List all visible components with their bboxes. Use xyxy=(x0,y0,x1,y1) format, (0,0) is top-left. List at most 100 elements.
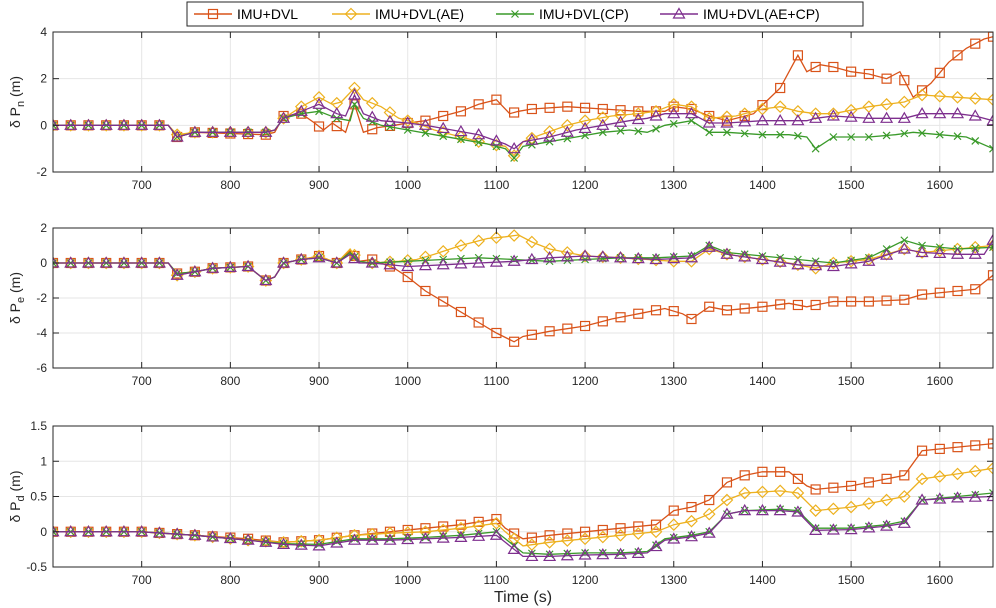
marker-imu-dvl xyxy=(775,466,786,477)
marker-imu-dvl-ae-cp xyxy=(915,106,929,119)
marker-imu-dvl-ae xyxy=(241,533,255,547)
marker-imu-dvl-ae xyxy=(933,470,947,483)
marker-imu-dvl-ae-cp xyxy=(880,111,894,123)
marker-imu-dvl xyxy=(686,313,697,325)
marker-imu-dvl-ae-cp xyxy=(933,246,947,258)
x-tick-label: 1100 xyxy=(483,178,509,192)
marker-imu-dvl xyxy=(881,473,892,484)
marker-imu-dvl-ae xyxy=(383,255,397,269)
marker-imu-dvl-ae xyxy=(135,256,149,270)
x-tick-label: 1200 xyxy=(572,573,599,587)
marker-imu-dvl xyxy=(491,327,502,339)
marker-imu-dvl-ae xyxy=(702,111,716,125)
marker-imu-dvl-ae xyxy=(294,100,308,114)
marker-imu-dvl-ae-cp xyxy=(933,106,947,119)
marker-imu-dvl-ae-cp xyxy=(206,530,220,542)
marker-imu-dvl xyxy=(952,442,963,453)
marker-imu-dvl-cp xyxy=(510,154,519,162)
marker-imu-dvl-ae-cp xyxy=(472,529,486,541)
marker-imu-dvl-ae xyxy=(773,484,787,498)
marker-imu-dvl-ae-cp xyxy=(950,491,965,503)
marker-imu-dvl-ae xyxy=(135,118,149,132)
marker-imu-dvl-ae-cp xyxy=(489,255,503,267)
marker-imu-dvl-ae-cp xyxy=(472,127,486,140)
marker-imu-dvl-ae-cp xyxy=(418,258,432,271)
marker-imu-dvl-ae-cp xyxy=(543,549,557,562)
y-tick-label: 1.5 xyxy=(30,419,47,433)
marker-imu-dvl-ae-cp xyxy=(99,256,113,268)
marker-imu-dvl-ae xyxy=(365,256,379,270)
marker-imu-dvl-ae xyxy=(241,260,255,273)
marker-imu-dvl-ae-cp xyxy=(81,525,96,537)
marker-imu-dvl xyxy=(367,124,378,135)
marker-imu-dvl-ae xyxy=(897,242,911,256)
marker-imu-dvl-ae xyxy=(135,525,149,539)
marker-imu-dvl xyxy=(828,482,839,493)
marker-imu-dvl-ae-cp xyxy=(897,516,911,528)
x-tick-label: 1600 xyxy=(926,374,953,388)
marker-imu-dvl-ae-cp xyxy=(312,97,326,109)
legend-marker-imu-dvl-ae xyxy=(344,7,358,21)
marker-imu-dvl-ae-cp xyxy=(596,547,610,560)
x-tick-label: 1000 xyxy=(394,374,421,388)
marker-imu-dvl-ae-cp xyxy=(844,110,858,122)
legend-label-imu-dvl-cp: IMU+DVL(CP) xyxy=(539,6,629,22)
marker-imu-dvl-ae-cp xyxy=(543,251,557,263)
marker-imu-dvl-cp xyxy=(598,128,607,137)
marker-imu-dvl-ae-cp xyxy=(968,247,982,259)
marker-imu-dvl-ae xyxy=(720,110,734,124)
marker-imu-dvl-ae xyxy=(756,253,769,266)
marker-imu-dvl-ae xyxy=(968,240,982,254)
marker-imu-dvl-ae-cp xyxy=(809,111,823,123)
marker-imu-dvl xyxy=(615,523,626,534)
marker-imu-dvl-ae-cp xyxy=(525,133,539,145)
marker-imu-dvl xyxy=(633,521,644,532)
marker-imu-dvl-ae-cp xyxy=(330,256,344,268)
marker-imu-dvl xyxy=(544,102,555,113)
marker-imu-dvl xyxy=(633,308,644,319)
marker-imu-dvl xyxy=(420,285,431,297)
marker-imu-dvl-ae xyxy=(596,111,610,124)
marker-imu-dvl-cp xyxy=(882,131,891,140)
marker-imu-dvl-ae-cp xyxy=(401,532,415,545)
marker-imu-dvl-ae-cp xyxy=(365,533,379,545)
marker-imu-dvl-ae-cp xyxy=(773,255,787,267)
marker-imu-dvl-ae-cp xyxy=(81,118,96,130)
marker-imu-dvl xyxy=(934,67,945,78)
series-line-imu-dvl-ae-cp xyxy=(53,495,993,558)
marker-imu-dvl xyxy=(828,296,839,307)
x-tick-label: 1100 xyxy=(483,374,509,388)
marker-imu-dvl-ae-cp xyxy=(347,251,362,264)
marker-imu-dvl-ae-cp xyxy=(720,247,734,259)
marker-imu-dvl xyxy=(970,284,981,295)
marker-imu-dvl-ae-cp xyxy=(294,104,308,116)
marker-imu-dvl-ae-cp xyxy=(53,525,60,537)
marker-imu-dvl-ae xyxy=(170,527,184,541)
marker-imu-dvl-ae-cp xyxy=(720,116,734,128)
panel-n: 700 800 900 1000 1100 1200 1300 1400 1500 1600 -2 0… xyxy=(7,25,994,192)
marker-imu-dvl-ae xyxy=(968,464,982,478)
marker-imu-dvl-ae-cp xyxy=(844,257,858,269)
marker-imu-dvl-ae-cp xyxy=(525,252,539,265)
marker-imu-dvl-ae-cp xyxy=(294,538,308,550)
marker-imu-dvl-ae-cp xyxy=(950,247,965,259)
marker-imu-dvl xyxy=(739,470,750,481)
marker-imu-dvl-ae xyxy=(436,125,450,139)
marker-imu-dvl-cp xyxy=(687,116,696,125)
marker-imu-dvl-ae xyxy=(649,525,663,539)
marker-imu-dvl-ae-cp xyxy=(117,525,131,537)
marker-imu-dvl xyxy=(331,121,342,132)
marker-imu-dvl xyxy=(739,303,750,314)
marker-imu-dvl-ae-cp xyxy=(933,492,947,504)
marker-imu-dvl-ae xyxy=(773,100,787,114)
marker-imu-dvl-ae-cp xyxy=(826,523,840,535)
marker-imu-dvl-cp xyxy=(811,144,820,153)
marker-imu-dvl-ae xyxy=(153,118,166,132)
marker-imu-dvl-ae-cp xyxy=(277,256,291,268)
marker-imu-dvl-ae xyxy=(560,246,574,259)
marker-imu-dvl-ae-cp xyxy=(684,529,699,542)
marker-imu-dvl-cp xyxy=(829,133,838,141)
marker-imu-dvl-ae xyxy=(99,256,113,270)
marker-imu-dvl-cp xyxy=(279,539,288,548)
